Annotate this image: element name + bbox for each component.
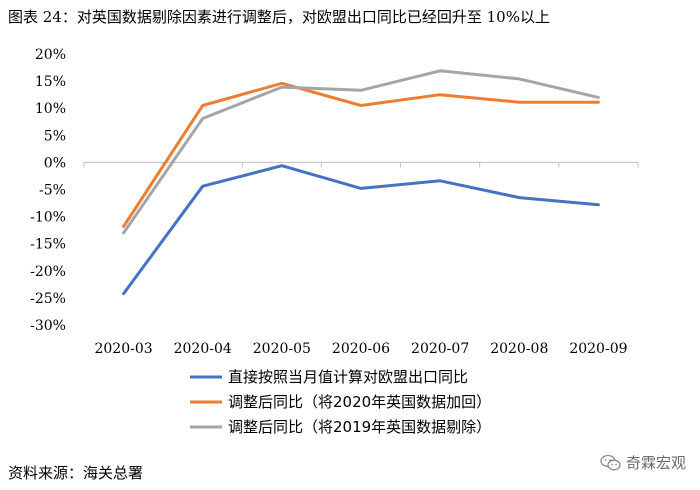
y-tick-label: 20% [35, 47, 66, 63]
x-tick-label: 2020-06 [332, 341, 390, 357]
series-lines [122, 69, 600, 296]
y-tick-label: -20% [30, 264, 66, 280]
x-axis-ticks [83, 162, 639, 168]
series-line-3 [122, 69, 600, 235]
x-tick-label: 2020-09 [569, 341, 627, 357]
x-tick-label: 2020-03 [94, 341, 152, 357]
y-tick-label: 5% [44, 128, 66, 144]
y-tick-label: 15% [35, 74, 66, 90]
legend-label: 调整后同比（将2019年英国数据剔除） [228, 418, 491, 436]
y-tick-label: -25% [30, 291, 66, 307]
x-tick-label: 2020-07 [411, 341, 469, 357]
watermark-text: 奇霖宏观 [625, 454, 686, 472]
legend-label: 调整后同比（将2020年英国数据加回） [228, 393, 491, 411]
x-tick-label: 2020-04 [174, 341, 232, 357]
y-tick-label: -5% [39, 183, 66, 199]
series-line-2 [122, 81, 600, 228]
x-tick-label: 2020-08 [490, 341, 548, 357]
series-line-1 [122, 164, 600, 296]
chart-title: 图表 24：对英国数据剔除因素进行调整后，对欧盟出口同比已经回升至 10%以上 [8, 8, 550, 26]
source-note: 资料来源：海关总署 [8, 464, 144, 482]
y-tick-label: 10% [35, 101, 66, 117]
watermark: 奇霖宏观 [600, 452, 686, 473]
wechat-icon [600, 454, 621, 470]
x-tick-label: 2020-05 [253, 341, 311, 357]
legend-label: 直接按照当月值计算对欧盟出口同比 [228, 368, 468, 386]
y-tick-label: -10% [30, 210, 66, 226]
y-tick-label: -30% [30, 318, 66, 334]
x-axis-labels: 2020-03 2020-04 2020-05 2020-06 2020-07 2020-… [94, 341, 627, 357]
y-tick-label: -15% [30, 237, 66, 253]
y-axis-labels: -30% -25% -20% -15% -10% -5% 0% 5% 10% 15% 20% [30, 47, 66, 334]
y-tick-label: 0% [44, 155, 66, 171]
